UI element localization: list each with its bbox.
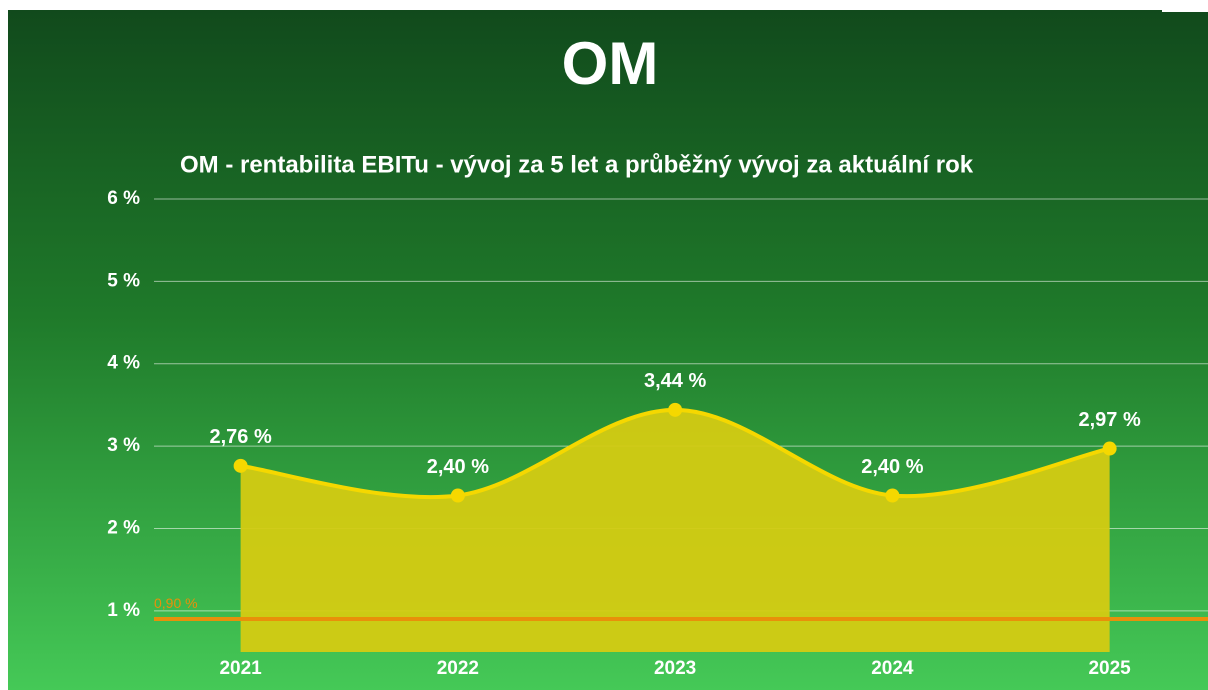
data-label: 2,97 % xyxy=(1078,409,1140,431)
data-label: 3,44 % xyxy=(644,370,706,392)
x-tick-label: 2025 xyxy=(1088,658,1131,679)
y-tick-label: 5 % xyxy=(107,270,140,291)
point xyxy=(233,458,248,473)
point xyxy=(885,488,900,503)
data-label: 2,76 % xyxy=(209,426,271,448)
chart-title: OM xyxy=(562,30,659,97)
y-tick-label: 3 % xyxy=(107,435,140,456)
data-label: 2,40 % xyxy=(427,456,489,478)
x-tick-label: 2021 xyxy=(219,658,262,679)
x-tick-label: 2022 xyxy=(437,658,479,679)
x-tick-label: 2024 xyxy=(871,658,914,679)
y-tick-label: 1 % xyxy=(107,600,140,621)
chart-subtitle: OM - rentabilita EBITu - vývoj za 5 let … xyxy=(180,151,974,178)
y-tick-label: 2 % xyxy=(107,517,140,538)
point xyxy=(668,402,683,417)
corner xyxy=(1162,0,1208,12)
point xyxy=(1102,441,1117,456)
y-tick-label: 4 % xyxy=(107,353,140,374)
reference-label: 0,90 % xyxy=(154,595,198,611)
point xyxy=(450,488,465,503)
area xyxy=(240,409,1110,652)
y-tick-label: 6 % xyxy=(107,188,140,209)
x-tick-label: 2023 xyxy=(654,658,696,679)
data-label: 2,40 % xyxy=(861,456,923,478)
